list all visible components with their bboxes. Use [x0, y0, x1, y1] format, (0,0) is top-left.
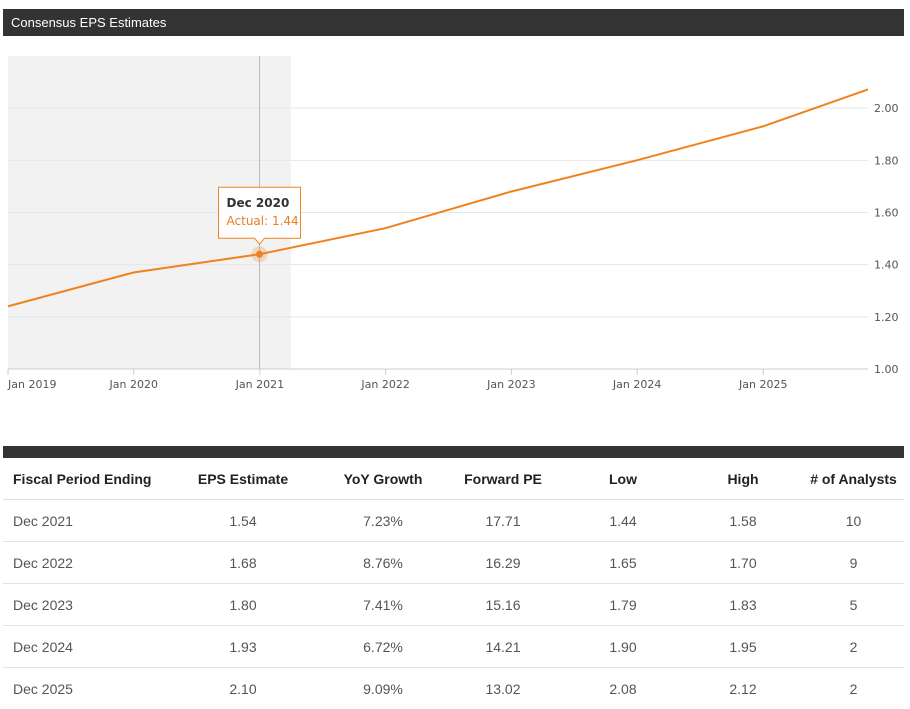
table-cell: 2: [803, 626, 904, 668]
table-cell: 16.29: [443, 542, 563, 584]
x-tick-label: Jan 2022: [360, 378, 409, 391]
table-cell: 2.12: [683, 668, 803, 709]
col-header: High: [683, 458, 803, 500]
y-tick-label: 2.00: [874, 102, 899, 115]
table-cell: 1.58: [683, 500, 803, 542]
table-cell: 1.93: [163, 626, 323, 668]
table-cell: 1.95: [683, 626, 803, 668]
table-cell: 1.54: [163, 500, 323, 542]
table-cell: Dec 2022: [3, 542, 163, 584]
table-cell: 7.41%: [323, 584, 443, 626]
tooltip-value: Actual: 1.44: [227, 214, 299, 228]
col-header: YoY Growth: [323, 458, 443, 500]
table-cell: 8.76%: [323, 542, 443, 584]
y-tick-label: 1.60: [874, 207, 899, 220]
table-cell: 1.79: [563, 584, 683, 626]
table-cell: 1.68: [163, 542, 323, 584]
col-header: Forward PE: [443, 458, 563, 500]
table-cell: 17.71: [443, 500, 563, 542]
table-cell: 14.21: [443, 626, 563, 668]
table-cell: 1.65: [563, 542, 683, 584]
table-cell: 6.72%: [323, 626, 443, 668]
table-cell: Dec 2023: [3, 584, 163, 626]
x-tick-label: Jan 2021: [235, 378, 284, 391]
table-cell: Dec 2024: [3, 626, 163, 668]
col-header: # of Analysts: [803, 458, 904, 500]
table-cell: 9.09%: [323, 668, 443, 709]
x-tick-label: Jan 2025: [738, 378, 787, 391]
eps-line-chart[interactable]: 2.00 1.80 1.60 1.40 1.20 1.00 Jan 2019 Jan 202…: [0, 36, 910, 441]
table-cell: 10: [803, 500, 904, 542]
table-row: Dec 2023 1.80 7.41% 15.16 1.79 1.83 5: [3, 584, 904, 626]
table-cell: Dec 2025: [3, 668, 163, 709]
chart-title: Consensus EPS Estimates: [11, 15, 166, 30]
x-tick-label: Jan 2024: [612, 378, 661, 391]
table-cell: 1.44: [563, 500, 683, 542]
x-axis: Jan 2019 Jan 2020 Jan 2021 Jan 2022 Jan 2023…: [7, 369, 787, 391]
hover-point: [256, 251, 263, 258]
table-cell: 9: [803, 542, 904, 584]
x-tick-label: Jan 2023: [486, 378, 535, 391]
x-tick-label: Jan 2019: [7, 378, 56, 391]
table-cell: 1.80: [163, 584, 323, 626]
y-tick-label: 1.20: [874, 311, 899, 324]
table-cell: 2.08: [563, 668, 683, 709]
table-cell: 1.90: [563, 626, 683, 668]
x-tick-label: Jan 2020: [109, 378, 158, 391]
table-cell: 2.10: [163, 668, 323, 709]
table-row: Dec 2025 2.10 9.09% 13.02 2.08 2.12 2: [3, 668, 904, 709]
y-tick-label: 1.40: [874, 259, 899, 272]
table-cell: 15.16: [443, 584, 563, 626]
eps-estimates-table: Fiscal Period Ending EPS Estimate YoY Gr…: [3, 458, 904, 709]
chart-panel-header: Consensus EPS Estimates: [3, 9, 904, 36]
table-header-row: Fiscal Period Ending EPS Estimate YoY Gr…: [3, 458, 904, 500]
table-cell: 5: [803, 584, 904, 626]
tooltip-title: Dec 2020: [227, 196, 290, 210]
col-header: Low: [563, 458, 683, 500]
table-cell: Dec 2021: [3, 500, 163, 542]
table-cell: 7.23%: [323, 500, 443, 542]
table-cell: 1.70: [683, 542, 803, 584]
table-row: Dec 2022 1.68 8.76% 16.29 1.65 1.70 9: [3, 542, 904, 584]
y-tick-label: 1.80: [874, 154, 899, 167]
table-row: Dec 2024 1.93 6.72% 14.21 1.90 1.95 2: [3, 626, 904, 668]
y-axis: 2.00 1.80 1.60 1.40 1.20 1.00: [874, 102, 899, 376]
table-cell: 1.83: [683, 584, 803, 626]
table-cell: 13.02: [443, 668, 563, 709]
y-tick-label: 1.00: [874, 363, 899, 376]
table-row: Dec 2021 1.54 7.23% 17.71 1.44 1.58 10: [3, 500, 904, 542]
col-header: EPS Estimate: [163, 458, 323, 500]
table-header-bar: [3, 446, 904, 458]
table-cell: 2: [803, 668, 904, 709]
col-header: Fiscal Period Ending: [3, 458, 163, 500]
